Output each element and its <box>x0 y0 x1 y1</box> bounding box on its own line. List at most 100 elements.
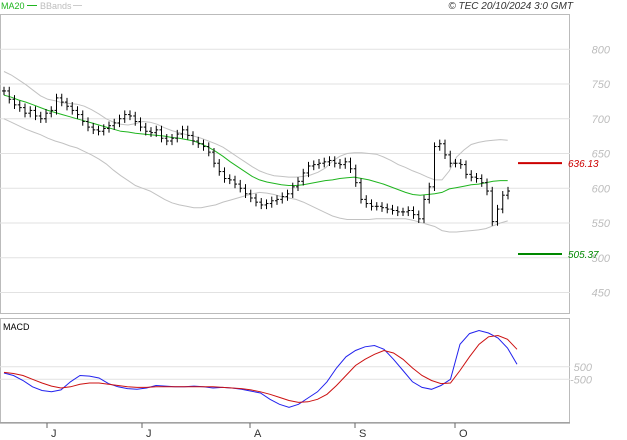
candle <box>33 106 38 121</box>
candle <box>474 172 479 183</box>
candle <box>91 122 96 135</box>
candle <box>138 117 143 132</box>
candle <box>364 195 369 208</box>
x-tick-label: A <box>254 428 262 440</box>
candle <box>495 204 500 226</box>
candle <box>170 134 174 146</box>
candle <box>243 184 248 198</box>
candle <box>101 124 106 136</box>
x-tick-label: J <box>146 428 152 440</box>
candle <box>458 159 463 169</box>
price-y-tick: 650 <box>592 149 611 161</box>
candle <box>154 125 159 137</box>
candle <box>427 182 432 204</box>
candle <box>506 186 510 200</box>
price-y-tick: 750 <box>592 79 611 91</box>
candle <box>38 111 43 123</box>
price-y-tick: 800 <box>592 44 611 56</box>
support-label: 505.37 <box>568 250 599 261</box>
candle <box>348 157 353 173</box>
candle <box>65 97 69 111</box>
candle <box>290 182 295 198</box>
candle <box>264 199 269 210</box>
candle <box>206 142 211 157</box>
candle <box>191 131 195 146</box>
candle <box>17 100 22 112</box>
candle <box>44 109 48 123</box>
candle <box>149 127 153 137</box>
candle <box>96 125 101 136</box>
macd-panel-frame <box>0 318 570 423</box>
candle <box>317 159 321 169</box>
legend-ma20: MA20 <box>1 1 25 11</box>
macd-y-tick: -500 <box>570 374 593 386</box>
macd-lines-layer <box>3 329 518 408</box>
candle <box>327 156 332 167</box>
candle <box>443 139 447 160</box>
candle <box>233 175 237 189</box>
bband-upper <box>3 71 508 181</box>
x-tick-label: J <box>51 428 57 440</box>
candle <box>254 193 258 207</box>
candle <box>122 110 127 123</box>
candle <box>437 139 442 151</box>
candle <box>448 150 453 168</box>
candle <box>338 159 342 169</box>
candle <box>500 191 505 214</box>
candle <box>133 111 138 126</box>
price-y-tick: 550 <box>592 218 611 230</box>
candle <box>280 192 285 204</box>
candle <box>185 125 190 140</box>
candle <box>259 197 264 210</box>
candle <box>306 161 311 178</box>
candle <box>164 134 169 146</box>
candle <box>2 86 6 96</box>
price-grid <box>0 48 570 293</box>
price-y-tick: 500 <box>592 253 611 265</box>
price-y-tick: 700 <box>592 114 611 126</box>
candle <box>269 196 274 208</box>
candle <box>7 86 12 104</box>
candle <box>406 206 411 217</box>
candle <box>238 179 243 193</box>
candle <box>369 199 374 211</box>
candle <box>54 93 59 115</box>
price-y-axis: 450 500 550 600 650 700 750 800 <box>592 44 611 299</box>
candle <box>201 139 206 151</box>
candle <box>432 142 437 192</box>
resistance-label: 636.13 <box>568 159 599 170</box>
candle <box>385 203 390 214</box>
candle <box>374 202 379 211</box>
candle <box>49 106 54 118</box>
candle <box>275 195 279 205</box>
candle <box>285 189 290 201</box>
price-panel-frame <box>0 14 570 314</box>
candle <box>343 157 348 169</box>
candle <box>485 178 489 196</box>
candle <box>301 168 306 186</box>
candle <box>23 103 27 118</box>
candle <box>296 177 300 192</box>
signal-line <box>3 334 518 403</box>
bbands-layer <box>3 71 508 233</box>
candle <box>180 125 185 139</box>
candle <box>490 186 495 226</box>
candle <box>70 102 75 115</box>
candle <box>395 206 400 217</box>
candle <box>107 121 111 133</box>
macd-grid <box>0 366 570 380</box>
candle <box>80 110 85 126</box>
bband-lower <box>3 118 508 233</box>
candle <box>380 202 384 212</box>
macd-panel: MACD 500-500 <box>0 318 593 423</box>
macd-y-tick: 500 <box>574 362 593 374</box>
candle <box>112 118 117 130</box>
candles-layer <box>2 86 510 226</box>
candle <box>422 195 426 223</box>
candle <box>479 174 484 187</box>
macd-line <box>3 329 518 408</box>
candle <box>117 114 122 128</box>
levels-layer: 636.13 505.37 <box>518 159 599 261</box>
candle <box>311 160 316 171</box>
